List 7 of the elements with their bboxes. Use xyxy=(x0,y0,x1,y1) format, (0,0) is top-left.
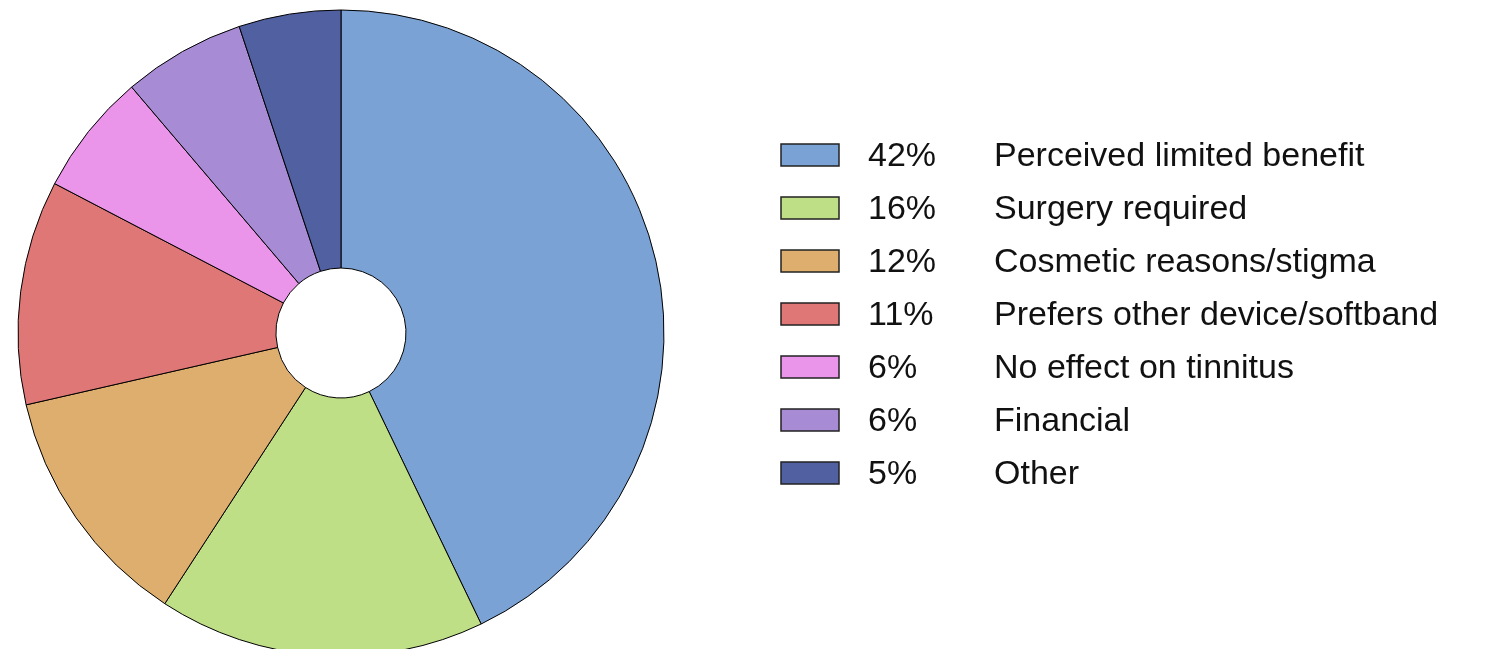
legend-label: 42% Perceived limited benefit xyxy=(868,135,1365,174)
legend-label: 11% Prefers other device/softband xyxy=(868,294,1439,333)
legend-label: 6% No effect on tinnitus xyxy=(868,347,1294,386)
legend-label: 16% Surgery required xyxy=(868,188,1248,227)
legend-label: 5% Other xyxy=(868,453,1080,492)
legend-label: 12% Cosmetic reasons/stigma xyxy=(868,241,1376,280)
legend-label: 6% Financial xyxy=(868,400,1131,439)
